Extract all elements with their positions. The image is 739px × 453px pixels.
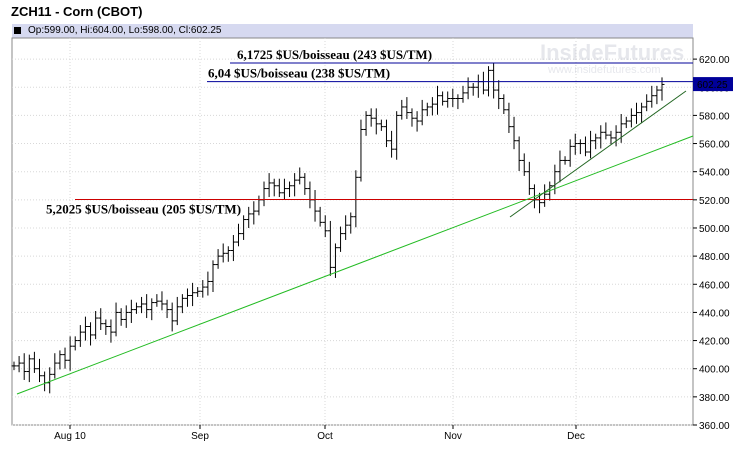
y-tick-label: 460.00: [699, 280, 730, 291]
y-tick-label: 380.00: [699, 393, 730, 404]
watermark: InsideFutures www.insidefutures.com: [540, 40, 684, 76]
watermark-url: www.insidefutures.com: [547, 64, 661, 76]
y-tick-label: 420.00: [699, 337, 730, 348]
overlay-lines: [16, 62, 694, 395]
x-tick-label: Nov: [444, 431, 462, 442]
price-annotation: 5,2025 $US/boisseau (205 $US/TM): [46, 201, 241, 216]
ohlc-marker-icon: [14, 27, 21, 34]
y-tick-label: 480.00: [699, 252, 730, 263]
y-tick-label: 540.00: [699, 168, 730, 179]
y-tick-label: 440.00: [699, 308, 730, 319]
y-tick-label: 360.00: [699, 421, 730, 432]
ohlc-info-bar: Op:599.00, Hi:604.00, Lo:598.00, Cl:602.…: [12, 24, 693, 38]
price-annotation: 6,1725 $US/boisseau (243 $US/TM): [237, 47, 432, 62]
y-tick-label: 500.00: [699, 224, 730, 235]
short-trend-line: [509, 90, 687, 218]
last-price-label: 602.25: [697, 80, 728, 91]
x-tick-label: Oct: [317, 431, 333, 442]
x-axis: Aug 10 Sep Oct Nov Dec: [54, 425, 585, 442]
y-tick-label: 560.00: [699, 140, 730, 151]
last-price-badge: [693, 77, 733, 92]
chart-title: ZCH11 - Corn (CBOT): [11, 4, 143, 19]
plot-border: [11, 37, 694, 426]
y-tick-label: 400.00: [699, 365, 730, 376]
y-axis: 360.00 380.00 400.00 420.00 440.00 460.00 480.…: [693, 55, 733, 432]
ohlc-readout: Op:599.00, Hi:604.00, Lo:598.00, Cl:602.…: [28, 25, 222, 36]
x-tick-label: Dec: [567, 431, 585, 442]
y-tick-label: 580.00: [699, 111, 730, 122]
watermark-brand: InsideFutures: [540, 40, 684, 65]
y-tick-label: 520.00: [699, 196, 730, 207]
grid-lines: [11, 37, 694, 426]
long-trend-line: [16, 135, 694, 395]
x-tick-label: Aug 10: [54, 431, 86, 442]
y-tick-label: 620.00: [699, 55, 730, 66]
x-tick-label: Sep: [191, 431, 209, 442]
price-annotation: 6,04 $US/boisseau (238 $US/TM): [208, 66, 390, 81]
annotations: 6,1725 $US/boisseau (243 $US/TM) 6,04 $US…: [46, 47, 432, 217]
ohlc-bars: [11, 63, 665, 394]
